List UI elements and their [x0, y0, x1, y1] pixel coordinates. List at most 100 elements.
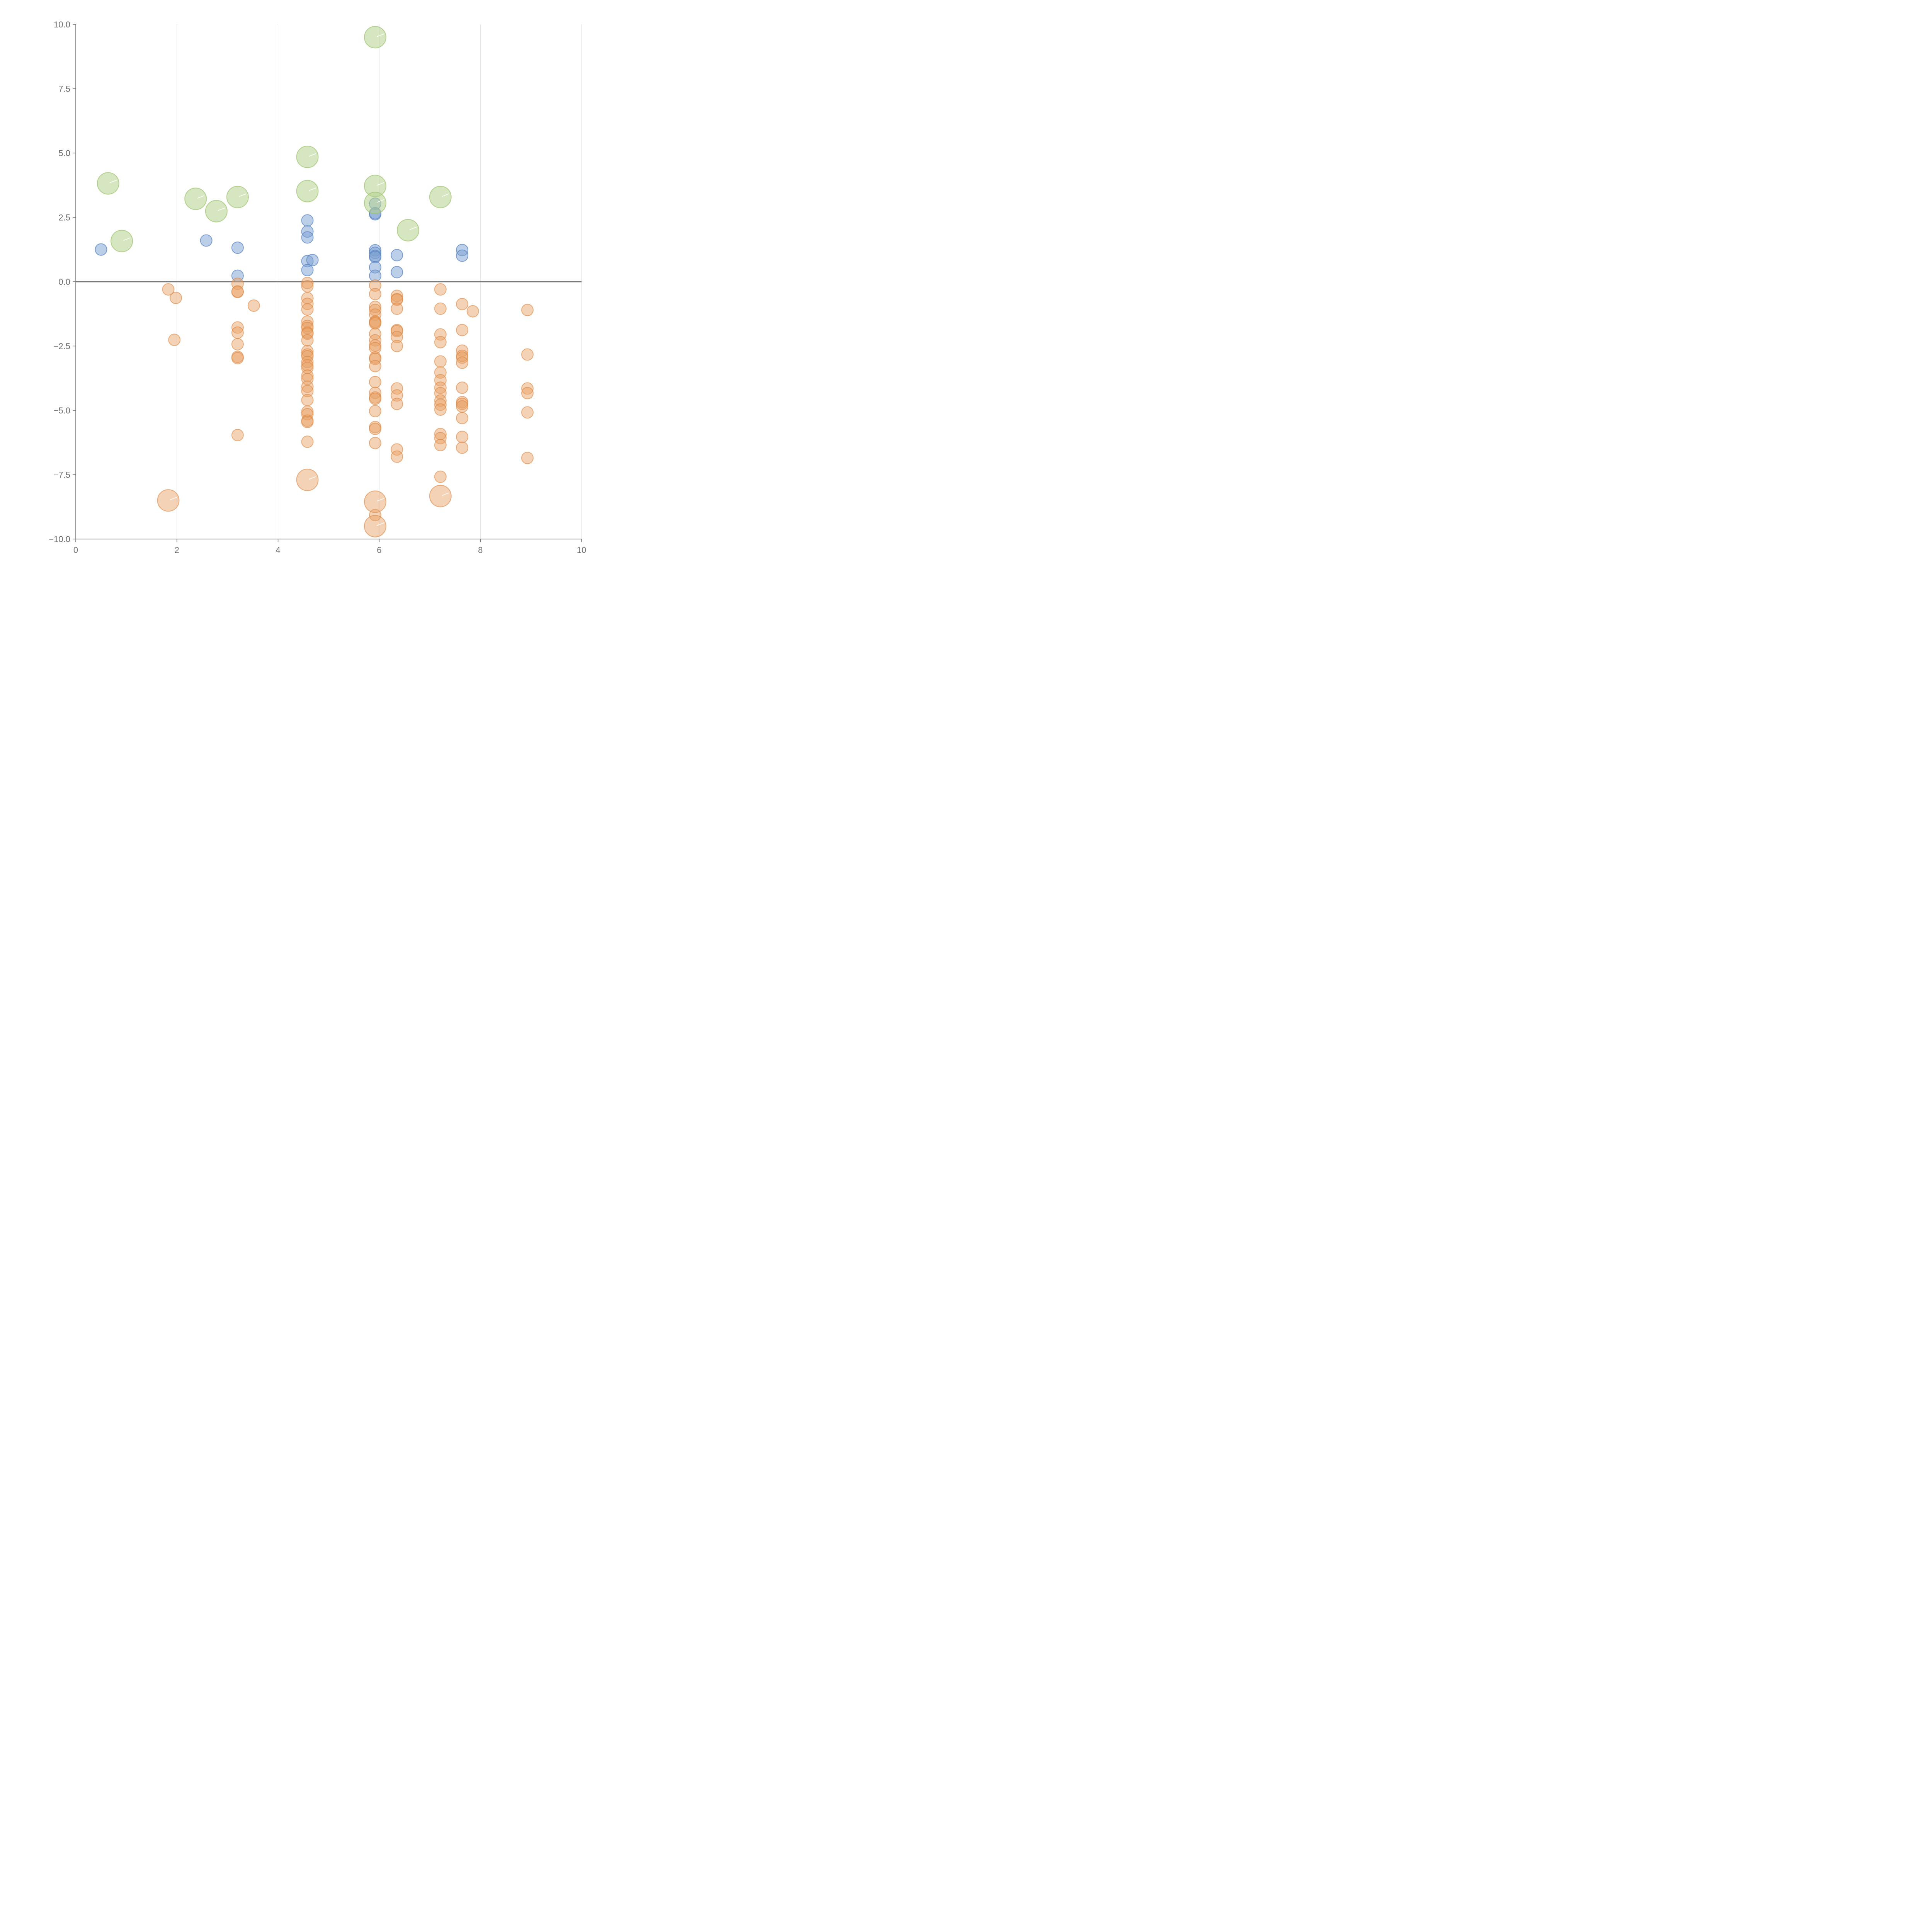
negative-bubble — [456, 398, 469, 410]
negative-large-bubble — [429, 485, 452, 507]
negative-bubble — [521, 304, 534, 316]
negative-bubble — [301, 369, 314, 382]
positive-bubble — [231, 242, 244, 254]
negative-bubble — [231, 326, 244, 339]
positive-large-bubble — [205, 200, 228, 223]
negative-bubble — [369, 339, 381, 352]
negative-bubble — [369, 393, 381, 405]
positive-bubble — [456, 249, 469, 262]
negative-bubble — [456, 381, 469, 394]
negative-bubble — [301, 405, 314, 418]
bubble-highlight — [442, 193, 449, 197]
negative-large-bubble — [364, 490, 386, 513]
negative-bubble — [456, 430, 469, 443]
negative-bubble — [434, 374, 447, 387]
negative-bubble — [168, 333, 181, 346]
negative-bubble — [369, 342, 381, 354]
bubble-highlight — [376, 522, 384, 526]
positive-bubble — [369, 269, 381, 282]
x-tick-label: 6 — [377, 545, 381, 555]
negative-bubble — [456, 441, 469, 454]
bubble-highlight — [376, 498, 384, 502]
negative-bubble — [434, 439, 447, 451]
positive-large-bubble — [226, 185, 249, 208]
negative-bubble — [434, 470, 447, 483]
negative-large-bubble — [364, 515, 386, 537]
positive-large-bubble — [364, 26, 386, 49]
negative-bubble — [456, 298, 469, 310]
bubble-marks — [95, 26, 534, 537]
negative-bubble — [434, 394, 447, 407]
negative-bubble — [521, 387, 534, 400]
negative-bubble — [434, 428, 447, 440]
negative-bubble — [369, 352, 381, 365]
negative-bubble — [521, 382, 534, 395]
negative-large-bubble — [296, 468, 319, 491]
negative-bubble — [369, 376, 381, 388]
negative-bubble — [231, 352, 244, 364]
y-tick-label: 0.0 — [58, 277, 70, 287]
positive-bubble — [301, 231, 314, 244]
negative-bubble — [231, 338, 244, 350]
y-tick-label: 10.0 — [54, 20, 70, 29]
positive-bubble — [369, 251, 381, 264]
positive-large-bubble — [429, 185, 452, 208]
positive-large-bubble — [111, 230, 133, 252]
negative-bubble — [231, 285, 244, 298]
negative-bubble — [369, 287, 381, 300]
negative-bubble — [434, 336, 447, 349]
y-tick-label: −2.5 — [54, 342, 70, 351]
y-tick-label: −7.5 — [54, 470, 70, 480]
negative-bubble — [301, 327, 314, 340]
negative-bubble — [391, 450, 403, 463]
positive-bubble — [306, 254, 319, 267]
negative-bubble — [369, 360, 381, 372]
bubble-highlight — [376, 182, 384, 186]
negative-large-bubble — [157, 489, 180, 512]
negative-bubble — [247, 299, 260, 312]
positive-bubble — [200, 234, 213, 247]
x-tick-label: 8 — [478, 545, 483, 555]
x-tick-label: 2 — [175, 545, 179, 555]
negative-bubble — [434, 355, 447, 368]
negative-bubble — [301, 385, 314, 398]
negative-bubble — [231, 321, 244, 334]
negative-bubble — [391, 340, 403, 352]
bubble-highlight — [442, 492, 449, 496]
negative-bubble — [301, 380, 314, 393]
positive-bubble — [301, 264, 314, 277]
negative-bubble — [369, 437, 381, 449]
negative-bubble — [391, 389, 403, 402]
negative-bubble — [391, 289, 403, 302]
negative-bubble — [434, 302, 447, 315]
bubble-highlight — [123, 237, 131, 241]
negative-bubble — [369, 422, 381, 435]
negative-bubble — [456, 324, 469, 337]
x-tick-label: 10 — [577, 545, 586, 555]
negative-bubble — [301, 359, 314, 372]
negative-bubble — [391, 382, 403, 395]
negative-bubble — [434, 283, 447, 296]
negative-bubble — [456, 400, 469, 413]
axes: 10.0 7.5 5.0 2.5 0.0 −2.5 −5.0 −7.5 −10.00 2 4 6 8 10 — [49, 20, 586, 555]
negative-bubble — [456, 356, 469, 369]
negative-bubble — [466, 305, 479, 318]
bubble-highlight — [239, 193, 247, 197]
bubble-highlight — [376, 199, 384, 203]
negative-bubble — [301, 345, 314, 357]
negative-bubble — [301, 303, 314, 316]
positive-large-bubble — [397, 219, 420, 242]
bubble-highlight — [170, 497, 177, 500]
negative-bubble — [434, 398, 447, 411]
positive-bubble — [391, 249, 403, 262]
negative-bubble — [391, 331, 403, 344]
negative-bubble — [301, 394, 314, 406]
bubble-highlight — [309, 187, 316, 191]
negative-bubble — [301, 280, 314, 293]
y-tick-label: 2.5 — [58, 213, 70, 223]
negative-bubble — [301, 277, 314, 289]
x-tick-label: 0 — [73, 545, 78, 555]
positive-bubble — [301, 214, 314, 227]
positive-large-bubble — [184, 187, 207, 210]
negative-bubble — [434, 432, 447, 444]
